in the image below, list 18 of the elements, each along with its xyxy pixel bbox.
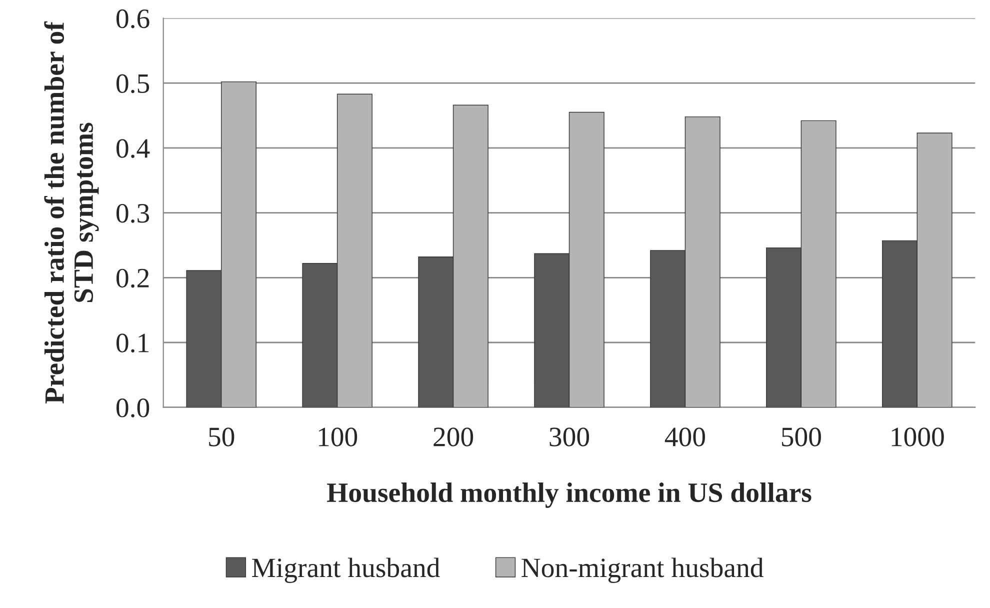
y-tick-label: 0.6 xyxy=(116,9,150,28)
x-tick-label: 200 xyxy=(434,428,474,446)
x-tick-label: 50 xyxy=(209,428,234,446)
legend-label: Migrant husband xyxy=(252,558,440,583)
y-tick-label: 0.0 xyxy=(116,398,150,418)
y-tick-label: 0.5 xyxy=(116,74,150,94)
y-tick-label: 0.4 xyxy=(116,139,150,158)
legend-label: Non-migrant husband xyxy=(522,558,764,583)
y-tick-label: 0.3 xyxy=(116,204,150,223)
x-axis-title: Household monthly income in US dollars xyxy=(327,482,812,508)
x-tick-label: 400 xyxy=(664,428,705,446)
x-tick-label: 500 xyxy=(782,428,821,446)
y-axis-title: Predicted ratio of the number of STD symptoms xyxy=(44,21,99,404)
x-tick-label: 100 xyxy=(318,428,358,446)
x-tick-label: 1000 xyxy=(892,428,944,446)
x-tick-label: 300 xyxy=(550,428,590,446)
y-tick-label: 0.1 xyxy=(116,334,148,353)
y-tick-label: 0.2 xyxy=(116,268,149,288)
